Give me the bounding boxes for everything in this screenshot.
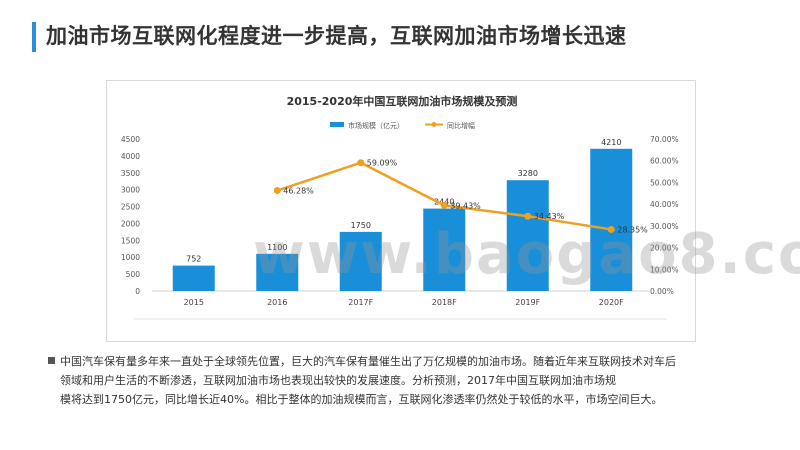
- y-left-tick-label: 1000: [121, 253, 140, 262]
- y-left-tick-label: 500: [126, 270, 141, 279]
- legend: 市场规模（亿元） 同比增幅: [330, 121, 475, 130]
- y-left-tick-label: 4000: [121, 152, 140, 161]
- y-right-tick-label: 70.00%: [650, 135, 679, 144]
- y-left-tick-label: 2500: [121, 203, 140, 212]
- y-right-tick-label: 40.00%: [650, 200, 679, 209]
- y-right-tick-label: 60.00%: [650, 157, 679, 166]
- y-right-tick-label: 20.00%: [650, 244, 679, 253]
- x-tick-label: 2019F: [515, 298, 540, 307]
- legend-bar-swatch: [330, 122, 344, 127]
- legend-line-label: 同比增幅: [447, 121, 475, 130]
- description-paragraph: 中国汽车保有量多年来一直处于全球领先位置，巨大的汽车保有量催生出了万亿规模的加油…: [48, 352, 738, 409]
- description-text-1: 中国汽车保有量多年来一直处于全球领先位置，巨大的汽车保有量催生出了万亿规模的加油…: [60, 355, 676, 368]
- description-line-3: 模将达到1750亿元，同比增长近40%。相比于整体的加油规模而言，互联网化渗透率…: [60, 393, 663, 406]
- legend-bar-label: 市场规模（亿元）: [348, 121, 404, 130]
- chart-title: 2015-2020年中国互联网加油市场规模及预测: [287, 94, 518, 108]
- y-right-tick-label: 0.00%: [650, 287, 674, 296]
- title-accent-bar: [32, 22, 36, 52]
- x-tick-label: 2015: [184, 298, 204, 307]
- y-axis-left: 0 500 1000 1500 2000 2500 3000 3500 4000 4500: [121, 135, 140, 296]
- growth-point: [607, 225, 615, 233]
- bar: [590, 148, 633, 291]
- bar: [506, 180, 549, 291]
- bar-series: [172, 148, 633, 291]
- y-left-tick-label: 2000: [121, 219, 140, 228]
- x-tick-label: 2018F: [432, 298, 457, 307]
- growth-point: [440, 201, 448, 209]
- x-tick-label: 2017F: [348, 298, 373, 307]
- legend-line-marker: [431, 122, 437, 127]
- bar-value-label: 3280: [518, 169, 538, 178]
- watermark: www.baogao8.com: [253, 222, 800, 287]
- description-line-2: 领域和用户生活的不断渗透，互联网加油市场也表现出较快的发展速度。分析预测，201…: [60, 374, 616, 387]
- y-left-tick-label: 3500: [121, 169, 140, 178]
- x-tick-label: 2016: [267, 298, 287, 307]
- bullet-icon: [48, 357, 55, 364]
- chart-container: 2015-2020年中国互联网加油市场规模及预测 市场规模（亿元） 同比增幅 0…: [106, 80, 696, 342]
- y-left-tick-label: 1500: [121, 236, 140, 245]
- bar: [172, 265, 215, 291]
- growth-point: [357, 159, 365, 167]
- bar: [256, 253, 299, 291]
- growth-value-label: 46.28%: [283, 187, 314, 196]
- bar: [339, 231, 382, 291]
- bar-value-label: 1750: [351, 221, 371, 230]
- y-left-tick-label: 3000: [121, 186, 140, 195]
- growth-value-label: 39.43%: [450, 201, 481, 210]
- growth-value-label: 59.09%: [367, 159, 398, 168]
- y-right-tick-label: 50.00%: [650, 178, 679, 187]
- y-right-tick-label: 30.00%: [650, 222, 679, 231]
- description-line-1: 中国汽车保有量多年来一直处于全球领先位置，巨大的汽车保有量催生出了万亿规模的加油…: [48, 352, 738, 371]
- y-left-tick-label: 0: [135, 287, 140, 296]
- x-tick-label: 2020F: [599, 298, 624, 307]
- y-left-tick-label: 4500: [121, 135, 140, 144]
- combo-chart: 2015-2020年中国互联网加油市场规模及预测 市场规模（亿元） 同比增幅 0…: [121, 94, 679, 320]
- growth-value-label: 34.43%: [534, 212, 565, 221]
- y-axis-right: 0.00% 10.00% 20.00% 30.00% 40.00% 50.00% 60.00…: [650, 135, 679, 296]
- growth-point: [273, 187, 281, 195]
- growth-line-series: 46.28% 59.09% 39.43% 34.43% 28.35%: [273, 159, 648, 234]
- bar: [423, 208, 466, 291]
- bar-value-label: 4210: [601, 138, 621, 147]
- growth-value-label: 28.35%: [617, 225, 648, 234]
- growth-point: [524, 212, 532, 220]
- x-axis-labels: 2015 2016 2017F 2018F 2019F 2020F: [184, 298, 625, 307]
- y-right-tick-label: 10.00%: [650, 265, 679, 274]
- bar-value-label: 752: [186, 255, 201, 264]
- page-title: 加油市场互联网化程度进一步提高，互联网加油市场增长迅速: [46, 24, 627, 48]
- bar-value-label: 1100: [267, 243, 287, 252]
